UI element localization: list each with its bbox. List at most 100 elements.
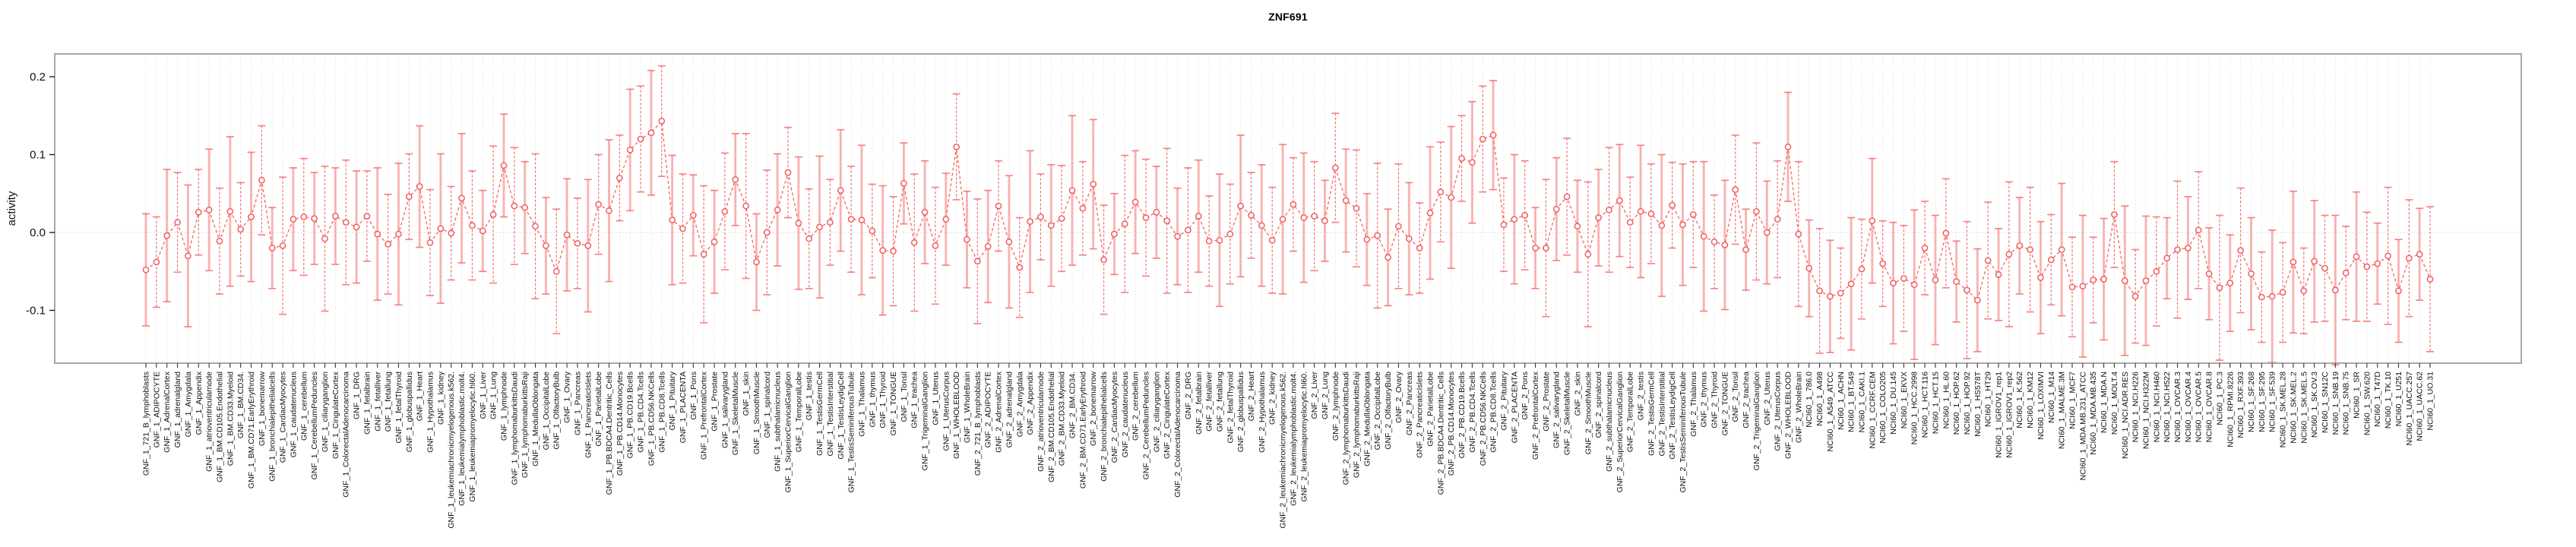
svg-text:GNF_2_globuspallidus: GNF_2_globuspallidus xyxy=(1236,372,1245,452)
svg-text:GNF_2_Ovary: GNF_2_Ovary xyxy=(1394,371,1404,422)
svg-text:NCI60_1_UACC.257: NCI60_1_UACC.257 xyxy=(2405,372,2414,446)
svg-text:GNF_1_Thyroid: GNF_1_Thyroid xyxy=(878,372,888,428)
svg-text:NCI60_1_SK.MEL.2: NCI60_1_SK.MEL.2 xyxy=(2289,372,2298,444)
svg-text:GNF_1_fetalbrain: GNF_1_fetalbrain xyxy=(362,372,372,435)
svg-text:NCI60_1_UO.31: NCI60_1_UO.31 xyxy=(2426,372,2435,431)
svg-text:GNF_2_BM.CD33.Myeloid: GNF_2_BM.CD33.Myeloid xyxy=(1058,372,1067,466)
svg-text:GNF_1_Lung: GNF_1_Lung xyxy=(489,372,498,419)
svg-text:NCI60_1_CCRF.CEM: NCI60_1_CCRF.CEM xyxy=(1868,372,1877,449)
svg-text:GNF_2_leukemialymphoblastic.mo: GNF_2_leukemialymphoblastic.molt4. xyxy=(1289,372,1298,506)
svg-text:GNF_2_bronchialepithelialcells: GNF_2_bronchialepithelialcells xyxy=(1100,372,1109,482)
svg-text:GNF_1_AdrenalCortex: GNF_1_AdrenalCortex xyxy=(163,371,172,453)
svg-text:GNF_2_kidney: GNF_2_kidney xyxy=(1268,371,1277,425)
svg-text:NCI60_1_SF.539: NCI60_1_SF.539 xyxy=(2268,372,2277,432)
svg-text:GNF_2_PancreaticIslets: GNF_2_PancreaticIslets xyxy=(1416,372,1425,458)
svg-text:GNF_1_PrefrontalCortex: GNF_1_PrefrontalCortex xyxy=(700,371,709,460)
svg-text:GNF_1_bronchialepithelialcells: GNF_1_bronchialepithelialcells xyxy=(268,372,277,482)
svg-text:NCI60_1_ACHN: NCI60_1_ACHN xyxy=(1837,372,1846,430)
svg-text:NCI60_1_SK.OV.3: NCI60_1_SK.OV.3 xyxy=(2310,372,2319,438)
svg-text:0.2: 0.2 xyxy=(30,71,46,84)
svg-text:GNF_2_PrefrontalCortex: GNF_2_PrefrontalCortex xyxy=(1531,371,1540,460)
svg-text:GNF_1_CardiacMyocytes: GNF_1_CardiacMyocytes xyxy=(279,372,288,463)
svg-text:NCI60_1_HS578T: NCI60_1_HS578T xyxy=(1973,371,1983,436)
svg-text:GNF_1_Tonsil: GNF_1_Tonsil xyxy=(900,372,909,422)
svg-text:GNF_1_BM.CD71.EarlyErythroid: GNF_1_BM.CD71.EarlyErythroid xyxy=(247,372,256,489)
svg-text:GNF_1_Hypothalamus: GNF_1_Hypothalamus xyxy=(426,372,435,453)
svg-text:NCI60_1_HCC.2998: NCI60_1_HCC.2998 xyxy=(1910,372,1919,444)
svg-text:GNF_2_cerebellum: GNF_2_cerebellum xyxy=(1131,372,1141,441)
svg-text:NCI60_1_MDA.MB.231_ATCC: NCI60_1_MDA.MB.231_ATCC xyxy=(2078,372,2087,481)
svg-text:GNF_1_cerebellum: GNF_1_cerebellum xyxy=(299,372,309,441)
svg-text:GNF_1_BM.CD33.Myeloid: GNF_1_BM.CD33.Myeloid xyxy=(226,372,235,466)
svg-text:GNF_2_BM.CD105.Endothelial: GNF_2_BM.CD105.Endothelial xyxy=(1047,372,1056,482)
svg-text:GNF_1_ParietalLobe: GNF_1_ParietalLobe xyxy=(594,372,603,447)
svg-text:GNF_2_lymphnode: GNF_2_lymphnode xyxy=(1331,372,1340,441)
svg-text:NCI60_1_MCF7: NCI60_1_MCF7 xyxy=(2068,372,2078,429)
svg-text:NCI60_1_SF.268: NCI60_1_SF.268 xyxy=(2247,372,2256,432)
svg-text:NCI60_1_HCT.116: NCI60_1_HCT.116 xyxy=(1921,372,1930,438)
svg-text:GNF_1_SuperiorCervicalGanglion: GNF_1_SuperiorCervicalGanglion xyxy=(784,372,793,492)
svg-text:GNF_2_DRG: GNF_2_DRG xyxy=(1184,372,1193,419)
svg-text:NCI60_1_OVCAR.5: NCI60_1_OVCAR.5 xyxy=(2195,372,2204,443)
svg-text:GNF_2_CardiacMyocytes: GNF_2_CardiacMyocytes xyxy=(1110,372,1119,463)
svg-text:GNF_1_subthalamicnucleus: GNF_1_subthalamicnucleus xyxy=(774,372,783,472)
svg-text:GNF_1_adrenalgland: GNF_1_adrenalgland xyxy=(173,372,182,448)
svg-text:NCI60_1_T47D: NCI60_1_T47D xyxy=(2373,372,2382,427)
svg-text:NCI60_1_U251: NCI60_1_U251 xyxy=(2394,372,2404,427)
svg-text:NCI60_1_MALME.3M: NCI60_1_MALME.3M xyxy=(2058,372,2067,449)
svg-text:GNF_2_fetallung: GNF_2_fetallung xyxy=(1215,372,1224,432)
svg-text:NCI60_1_K.562: NCI60_1_K.562 xyxy=(2015,372,2024,428)
svg-text:GNF_1_BM.CD34.: GNF_1_BM.CD34. xyxy=(236,372,245,438)
svg-text:NCI60_1_SNB.75: NCI60_1_SNB.75 xyxy=(2342,372,2351,435)
svg-text:GNF_2_Lung: GNF_2_Lung xyxy=(1321,372,1330,419)
svg-text:NCI60_1_UACC.62: NCI60_1_UACC.62 xyxy=(2416,372,2425,441)
svg-text:GNF_2_Pancreas: GNF_2_Pancreas xyxy=(1405,372,1414,435)
svg-text:NCI60_1_MOLT.4: NCI60_1_MOLT.4 xyxy=(2110,372,2119,435)
svg-text:GNF_2_caudatenucleus: GNF_2_caudatenucleus xyxy=(1121,372,1130,457)
chart-title: ZNF691 xyxy=(1268,11,1308,23)
svg-text:GNF_2_SkeletalMuscle: GNF_2_SkeletalMuscle xyxy=(1563,372,1572,455)
svg-text:GNF_1_PB.CD19.Bcells: GNF_1_PB.CD19.Bcells xyxy=(626,372,635,458)
svg-text:NCI60_1_SK.MEL.5: NCI60_1_SK.MEL.5 xyxy=(2299,372,2309,444)
svg-text:GNF_2_721_B_lymphoblasts: GNF_2_721_B_lymphoblasts xyxy=(973,372,983,476)
svg-text:GNF_1_CingulateCortex: GNF_1_CingulateCortex xyxy=(331,371,340,459)
svg-text:GNF_2_TONGUE: GNF_2_TONGUE xyxy=(1720,372,1729,435)
svg-text:GNF_2_PB.CD19.Bcells: GNF_2_PB.CD19.Bcells xyxy=(1457,372,1467,458)
svg-text:GNF_2_TrigeminalGanglion: GNF_2_TrigeminalGanglion xyxy=(1752,372,1761,470)
svg-text:NCI60_1_A498: NCI60_1_A498 xyxy=(1815,372,1824,426)
svg-text:GNF_1_lymphomaburkittsDaudi: GNF_1_lymphomaburkittsDaudi xyxy=(510,372,519,485)
svg-text:GNF_2_fetalliver: GNF_2_fetalliver xyxy=(1205,371,1214,431)
svg-text:GNF_2_TestisGermCell: GNF_2_TestisGermCell xyxy=(1647,372,1656,456)
svg-text:GNF_2_Hypothalamus: GNF_2_Hypothalamus xyxy=(1258,372,1267,453)
svg-text:NCI60_1_LOXIMVI: NCI60_1_LOXIMVI xyxy=(2036,372,2046,440)
svg-text:GNF_1_leukemialymphoblastic.mo: GNF_1_leukemialymphoblastic.molt4. xyxy=(457,372,467,506)
svg-text:NCI60_1_NCI.ADR.RES: NCI60_1_NCI.ADR.RES xyxy=(2121,372,2130,459)
svg-text:GNF_1_spinalcord: GNF_1_spinalcord xyxy=(763,372,772,438)
svg-text:GNF_1_UterusCorpus: GNF_1_UterusCorpus xyxy=(941,372,951,451)
svg-text:NCI60_1_HOP.92: NCI60_1_HOP.92 xyxy=(1963,372,1972,435)
svg-text:NCI60_1_SF.295: NCI60_1_SF.295 xyxy=(2258,372,2267,432)
svg-text:GNF_2_atrioventricularnode: GNF_2_atrioventricularnode xyxy=(1036,372,1046,472)
svg-text:GNF_1_kidney: GNF_1_kidney xyxy=(436,371,445,425)
svg-text:NCI60_1_SK.MEL.28: NCI60_1_SK.MEL.28 xyxy=(2279,372,2288,448)
svg-text:GNF_1_TestisInterstitial: GNF_1_TestisInterstitial xyxy=(826,372,835,456)
svg-text:GNF_2_Pituitary: GNF_2_Pituitary xyxy=(1499,371,1508,430)
svg-text:GNF_1_fetallung: GNF_1_fetallung xyxy=(384,372,393,432)
svg-text:NCI60_1_HOP.62: NCI60_1_HOP.62 xyxy=(1952,372,1961,435)
svg-text:GNF_2_TestisSeminiferousTubule: GNF_2_TestisSeminiferousTubule xyxy=(1679,372,1688,493)
svg-text:GNF_1_ADIPOCYTE: GNF_1_ADIPOCYTE xyxy=(152,372,161,447)
svg-text:NCI60_1_NCI.H460: NCI60_1_NCI.H460 xyxy=(2152,372,2161,443)
svg-text:GNF_2_SuperiorCervicalGanglion: GNF_2_SuperiorCervicalGanglion xyxy=(1616,372,1625,492)
svg-text:GNF_2_TestisLeydigCell: GNF_2_TestisLeydigCell xyxy=(1668,372,1677,460)
svg-text:NCI60_1_EKVX: NCI60_1_EKVX xyxy=(1900,372,1909,428)
svg-text:NCI60_1_OVCAR.8: NCI60_1_OVCAR.8 xyxy=(2205,372,2214,443)
svg-text:GNF_1_thymus: GNF_1_thymus xyxy=(868,372,877,428)
svg-text:GNF_2_OccipitalLobe: GNF_2_OccipitalLobe xyxy=(1373,372,1382,450)
svg-text:GNF_1_BM.CD105.Endothelial: GNF_1_BM.CD105.Endothelial xyxy=(215,372,224,482)
svg-text:NCI60_1_SNB.19: NCI60_1_SNB.19 xyxy=(2331,372,2340,435)
svg-text:GNF_2_fetalThyroid: GNF_2_fetalThyroid xyxy=(1226,372,1235,444)
svg-text:GNF_1_testis: GNF_1_testis xyxy=(805,372,814,420)
svg-text:activity: activity xyxy=(5,191,18,226)
svg-text:GNF_2_CingulateCortex: GNF_2_CingulateCortex xyxy=(1163,371,1172,459)
